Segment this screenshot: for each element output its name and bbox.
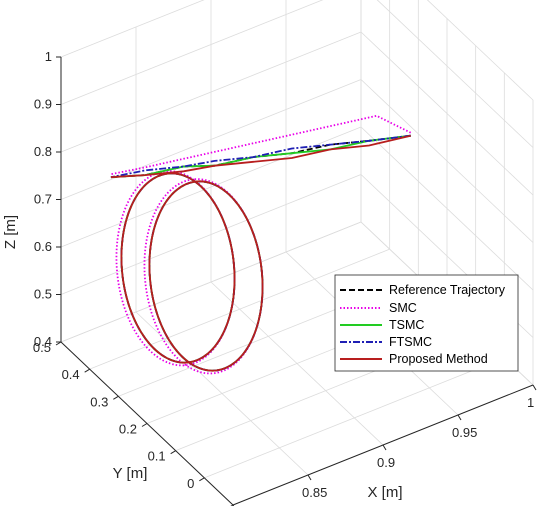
legend-label-smc: SMC <box>389 301 417 315</box>
z-tick-label: 0.4 <box>34 334 52 349</box>
grid-line-y-floor <box>60 221 362 343</box>
z-tick-label: 0.7 <box>34 192 52 207</box>
y-tick-label: 0 <box>187 476 194 491</box>
y-tick-mark <box>84 368 90 373</box>
x-axis-label: X [m] <box>367 484 402 501</box>
x-tick-label: 1 <box>527 395 534 410</box>
series-loop <box>120 172 236 364</box>
grid-line-z-backwall <box>60 79 362 200</box>
y-tick-mark <box>199 477 205 482</box>
grid-line-y-floor <box>89 248 390 370</box>
series-proposed-method <box>110 134 411 372</box>
series-loop <box>120 172 236 364</box>
series-loop <box>148 180 264 372</box>
series-loop <box>148 180 264 372</box>
z-axis-label: Z [m] <box>2 215 19 249</box>
x-tick-mark <box>457 414 462 421</box>
series-loop <box>120 172 236 364</box>
legend-label-reference: Reference Trajectory <box>389 283 506 297</box>
axis-layer: 0.80.850.90.951-0.100.10.20.30.40.50.40.… <box>2 49 537 506</box>
grid-line-z-backwall <box>60 0 205 58</box>
z-tick-label: 0.8 <box>34 144 52 159</box>
legend-label-tsmc: TSMC <box>389 318 424 332</box>
grid-line-z-backwall <box>60 174 362 295</box>
series-loop <box>148 180 264 372</box>
x-tick-mark <box>532 384 537 391</box>
grid-line-z-backwall <box>60 0 324 105</box>
z-tick-label: 1 <box>45 49 52 64</box>
z-tick-label: 0.5 <box>34 287 52 302</box>
y-tick-label: 0.5 <box>33 340 51 355</box>
z-tick-label: 0.6 <box>34 239 52 254</box>
series-loop <box>120 172 236 364</box>
y-tick-label: 0.1 <box>148 449 166 464</box>
y-axis-label: Y [m] <box>113 465 148 482</box>
x-tick-mark <box>382 444 387 451</box>
y-tick-mark <box>113 395 119 400</box>
legend-box <box>334 274 519 372</box>
y-tick-mark <box>141 423 148 427</box>
series-path <box>110 134 411 179</box>
legend-label-proposed: Proposed Method <box>389 352 488 366</box>
x-tick-label: 0.9 <box>377 455 395 470</box>
grid-line-y-floor <box>204 357 505 479</box>
grid-line-z-backwall <box>60 31 362 153</box>
x-tick-label: 0.95 <box>452 425 477 440</box>
series-layer <box>110 114 412 375</box>
x-tick-label: 0.85 <box>302 485 327 500</box>
z-tick-label: 0.9 <box>34 97 52 112</box>
legend: Reference Trajectory SMC TSMC FTSMC Prop… <box>334 274 519 372</box>
y-tick-label: -0.1 <box>201 503 223 506</box>
legend-label-ftsmc: FTSMC <box>389 335 432 349</box>
y-tick-label: 0.4 <box>62 367 80 382</box>
series-path <box>110 134 411 179</box>
series-loop <box>148 180 264 372</box>
series-loop <box>143 178 264 375</box>
y-tick-label: 0.2 <box>119 422 137 437</box>
y-tick-label: 0.3 <box>90 394 108 409</box>
x-tick-mark <box>307 474 312 481</box>
y-tick-mark <box>170 450 176 455</box>
